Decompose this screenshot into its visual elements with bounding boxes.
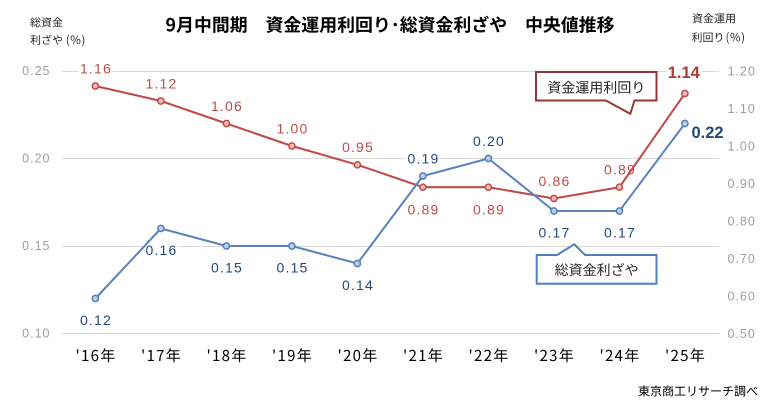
svg-text:0.10: 0.10 [22,327,50,341]
svg-text:1.06: 1.06 [211,98,243,114]
svg-text:0.25: 0.25 [22,64,50,78]
svg-text:1.12: 1.12 [145,75,177,91]
svg-text:0.15: 0.15 [22,239,50,253]
svg-text:0.80: 0.80 [728,214,756,228]
svg-text:1.20: 1.20 [728,64,756,78]
svg-text:0.86: 0.86 [538,173,570,189]
svg-text:0.17: 0.17 [604,224,636,240]
svg-text:0.89: 0.89 [604,162,636,178]
svg-text:0.17: 0.17 [538,224,570,240]
svg-text:0.22: 0.22 [691,124,723,142]
svg-text:1.00: 1.00 [276,120,308,136]
svg-text:1.00: 1.00 [728,139,756,153]
svg-text:0.60: 0.60 [728,289,756,303]
svg-text:0.70: 0.70 [728,252,756,266]
svg-text:1.14: 1.14 [668,64,701,82]
svg-text:0.95: 0.95 [342,139,374,155]
svg-text:0.15: 0.15 [276,259,308,275]
svg-text:0.89: 0.89 [407,202,439,218]
svg-text:1.10: 1.10 [728,102,756,116]
svg-text:0.89: 0.89 [473,202,505,218]
svg-text:1.16: 1.16 [80,60,112,76]
svg-text:0.90: 0.90 [728,177,756,191]
svg-text:0.19: 0.19 [407,150,439,166]
svg-text:0.12: 0.12 [80,312,112,328]
svg-text:0.20: 0.20 [473,133,505,149]
svg-text:0.15: 0.15 [211,259,243,275]
svg-text:0.50: 0.50 [728,327,756,341]
svg-text:0.20: 0.20 [22,152,50,166]
svg-text:0.16: 0.16 [145,242,177,258]
svg-text:0.14: 0.14 [342,277,374,293]
